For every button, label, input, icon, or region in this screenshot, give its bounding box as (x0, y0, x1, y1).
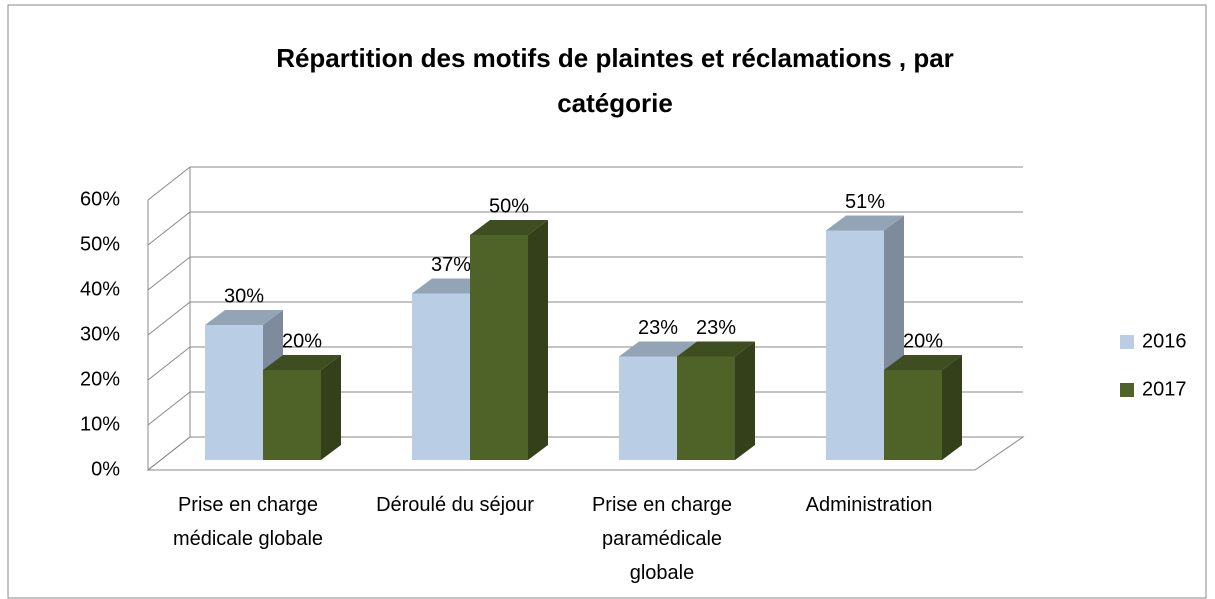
bar-front (205, 325, 263, 460)
y-tick-label: 0% (91, 458, 120, 480)
y-tick-label: 30% (80, 323, 120, 345)
y-tick-label: 40% (80, 278, 120, 300)
bar-top (677, 341, 755, 357)
bar-side (735, 341, 755, 460)
bar-front (677, 356, 735, 460)
bar-top (470, 220, 548, 235)
grid-line-side (147, 301, 191, 336)
x-tick-label: Prise en charge paramédicale globale (591, 494, 733, 584)
value-label: 50% (489, 195, 529, 217)
bar-top (205, 310, 283, 325)
value-label: 20% (282, 330, 322, 352)
y-tick-label: 60% (80, 188, 120, 210)
bar-top (884, 355, 962, 370)
bar-side (942, 355, 962, 460)
x-tick-label: Prise en charge médicale globale (172, 494, 324, 550)
value-label: 23% (696, 317, 736, 339)
legend-swatch (1120, 383, 1134, 397)
bar-front (470, 235, 528, 460)
value-label: 23% (638, 317, 678, 339)
legend-label: 2017 (1142, 378, 1187, 400)
bar-side (321, 355, 341, 460)
legend-label: 2016 (1142, 330, 1187, 352)
bar-front (826, 230, 884, 460)
grid-line-side (147, 346, 191, 381)
value-label: 37% (431, 254, 471, 276)
grid-line-side (147, 436, 191, 471)
bar-top (826, 215, 904, 231)
bar-front (884, 370, 942, 460)
x-tick-label: Administration (805, 494, 933, 516)
grid-line-side (147, 391, 191, 426)
bar-front (619, 356, 677, 460)
bar-top (263, 355, 341, 370)
bar-top (619, 341, 697, 357)
value-label: 30% (224, 285, 264, 307)
bar (470, 220, 548, 460)
grid-line-side (147, 166, 191, 201)
bar-front (412, 293, 470, 460)
x-tick-label: Déroulé du séjour (376, 494, 534, 516)
bar-side (528, 220, 548, 460)
grid-line-side (147, 256, 191, 291)
value-label: 51% (845, 191, 885, 213)
grid-line-side (147, 211, 191, 246)
bar (263, 355, 341, 460)
bar (884, 355, 962, 460)
y-tick-label: 50% (80, 233, 120, 255)
chart-title: Répartition des motifs de plaintes et ré… (276, 43, 954, 118)
chart-border (7, 4, 1207, 599)
value-label: 20% (903, 330, 943, 352)
legend-swatch (1120, 335, 1134, 349)
y-tick-label: 10% (80, 413, 120, 435)
y-tick-label: 20% (80, 368, 120, 390)
bar-front (263, 370, 321, 460)
bar (677, 341, 755, 460)
